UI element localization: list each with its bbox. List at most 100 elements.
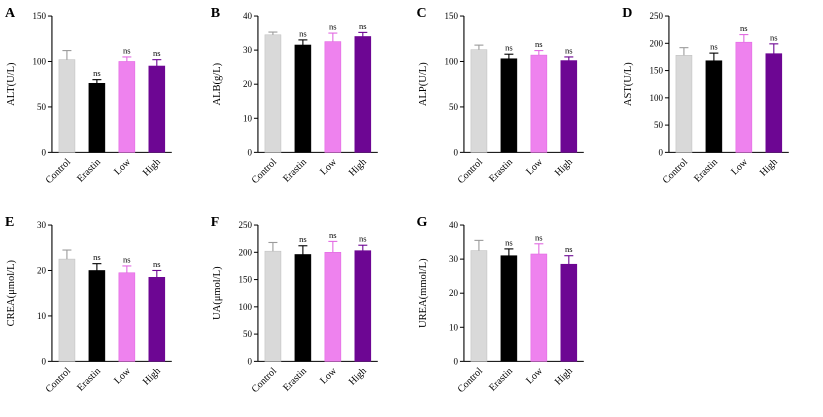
ns-label: ns bbox=[93, 68, 101, 78]
panel-E: E 0 10 20 30 CREA(μmol/L) Control ns Erastin ns L… bbox=[0, 209, 206, 417]
x-category-label: Low bbox=[112, 365, 133, 386]
x-category-label: Erastin bbox=[487, 157, 515, 185]
bar-E-Low bbox=[118, 271, 136, 362]
y-tick-label: 50 bbox=[654, 120, 663, 130]
bar-D-Erastin bbox=[705, 60, 723, 153]
x-category-label: Low bbox=[524, 365, 545, 386]
y-tick-label: 200 bbox=[650, 38, 664, 48]
bar-B-Control bbox=[264, 34, 281, 153]
y-tick-label: 0 bbox=[41, 147, 46, 157]
y-tick-label: 50 bbox=[448, 102, 457, 112]
x-category-label: Erastin bbox=[281, 365, 309, 393]
ns-label: ns bbox=[299, 28, 307, 38]
panel-letter-G: G bbox=[416, 214, 428, 230]
y-tick-label: 150 bbox=[32, 11, 46, 21]
ns-label: ns bbox=[299, 234, 307, 244]
y-tick-label: 30 bbox=[37, 220, 46, 230]
bar-B-Low bbox=[324, 41, 341, 153]
bar-E-Erastin bbox=[88, 269, 106, 362]
bar-B-High bbox=[354, 36, 371, 153]
ns-label: ns bbox=[565, 45, 573, 55]
x-category-label: Erastin bbox=[281, 157, 309, 185]
chart-svg-F: 0 50 100 150 200 250 UA(μmol/L) Control ns Erasti… bbox=[212, 220, 378, 395]
panel-letter-D: D bbox=[622, 6, 633, 21]
chart-svg-G: 0 10 20 30 40 UREA(mmol/L) Control ns Erastin ns L… bbox=[417, 220, 584, 395]
y-tick-label: 150 bbox=[650, 66, 664, 76]
bar-C-Erastin bbox=[500, 58, 517, 153]
ns-label: ns bbox=[505, 43, 513, 53]
x-category-label: Control bbox=[455, 365, 484, 395]
y-tick-label: 50 bbox=[243, 329, 252, 339]
bar-G-Control bbox=[470, 249, 487, 362]
x-category-label: Control bbox=[44, 157, 73, 187]
panel-D: D 0 50 100 150 200 250 AST(U/L) Control ns Erasti… bbox=[617, 0, 823, 209]
panel-F: F 0 50 100 150 200 250 UA(μmol/L) Control ns Eras… bbox=[206, 209, 412, 417]
y-tick-label: 0 bbox=[453, 356, 458, 366]
y-tick-label: 0 bbox=[247, 356, 252, 366]
ns-label: ns bbox=[710, 42, 718, 52]
y-tick-label: 100 bbox=[650, 93, 664, 103]
x-category-label: Low bbox=[318, 156, 339, 177]
x-category-label: Erastin bbox=[487, 365, 515, 393]
y-tick-label: 10 bbox=[243, 113, 252, 123]
x-category-label: High bbox=[347, 157, 369, 179]
x-category-label: Low bbox=[112, 156, 133, 177]
ns-label: ns bbox=[770, 32, 778, 42]
y-tick-label: 10 bbox=[448, 322, 457, 332]
bar-D-Low bbox=[735, 41, 753, 153]
bar-C-Low bbox=[530, 54, 547, 153]
bar-E-High bbox=[148, 276, 166, 362]
y-tick-label: 0 bbox=[41, 356, 46, 366]
y-tick-label: 30 bbox=[243, 45, 252, 55]
ns-label: ns bbox=[565, 244, 573, 254]
panel-A: A 0 50 100 150 ALT(U/L) Control ns Erastin ns Low… bbox=[0, 0, 206, 209]
panel-empty bbox=[617, 209, 823, 417]
chart-svg-A: 0 50 100 150 ALT(U/L) Control ns Erastin ns Low ns… bbox=[6, 11, 172, 187]
y-axis-title: CREA(μmol/L) bbox=[6, 259, 17, 326]
panel-letter-E: E bbox=[5, 214, 15, 230]
bar-C-High bbox=[560, 60, 577, 153]
x-category-label: Low bbox=[729, 156, 750, 177]
x-category-label: Low bbox=[524, 156, 545, 177]
y-tick-label: 50 bbox=[37, 102, 46, 112]
chart-B: 0 10 20 30 40 ALB(g/L) Control ns Erastin ns Low ns… bbox=[206, 0, 412, 209]
bar-A-Erastin bbox=[88, 82, 106, 153]
bar-F-Control bbox=[264, 250, 281, 362]
x-category-label: High bbox=[141, 157, 163, 179]
bar-A-Control bbox=[58, 59, 76, 153]
x-category-label: High bbox=[141, 365, 163, 387]
ns-label: ns bbox=[123, 254, 131, 264]
bar-C-Control bbox=[470, 49, 487, 153]
bar-D-High bbox=[765, 53, 783, 153]
x-category-label: Control bbox=[249, 365, 278, 395]
bar-F-High bbox=[354, 249, 371, 362]
y-axis-title: UA(μmol/L) bbox=[212, 265, 223, 319]
y-tick-label: 20 bbox=[37, 265, 46, 275]
y-tick-label: 200 bbox=[238, 247, 252, 257]
y-axis-title: ALP(U/L) bbox=[417, 62, 428, 106]
ns-label: ns bbox=[153, 258, 161, 268]
chart-A: 0 50 100 150 ALT(U/L) Control ns Erastin ns Low ns… bbox=[0, 0, 206, 209]
y-tick-label: 250 bbox=[650, 11, 664, 21]
y-axis-title: ALT(U/L) bbox=[6, 62, 17, 106]
x-category-label: Control bbox=[249, 157, 278, 187]
x-category-label: Control bbox=[44, 365, 73, 395]
ns-label: ns bbox=[359, 233, 367, 243]
x-category-label: Erastin bbox=[75, 365, 103, 393]
ns-label: ns bbox=[329, 229, 337, 239]
bar-G-Low bbox=[530, 253, 547, 362]
ns-label: ns bbox=[93, 252, 101, 262]
panel-G: G 0 10 20 30 40 UREA(mmol/L) Control ns Erastin n… bbox=[412, 209, 618, 417]
bar-A-High bbox=[148, 65, 166, 153]
bar-A-Low bbox=[118, 61, 136, 153]
y-tick-label: 100 bbox=[238, 301, 252, 311]
y-axis-title: AST(U/L) bbox=[623, 62, 634, 106]
y-tick-label: 250 bbox=[238, 220, 252, 230]
chart-D: 0 50 100 150 200 250 AST(U/L) Control ns Erastin n… bbox=[617, 0, 823, 209]
ns-label: ns bbox=[535, 39, 543, 49]
y-tick-label: 30 bbox=[448, 254, 457, 264]
chart-C: 0 50 100 150 ALP(U/L) Control ns Erastin ns Low ns… bbox=[412, 0, 618, 209]
y-axis-title: UREA(mmol/L) bbox=[417, 257, 428, 327]
bar-B-Erastin bbox=[294, 44, 311, 153]
y-tick-label: 0 bbox=[453, 147, 458, 157]
